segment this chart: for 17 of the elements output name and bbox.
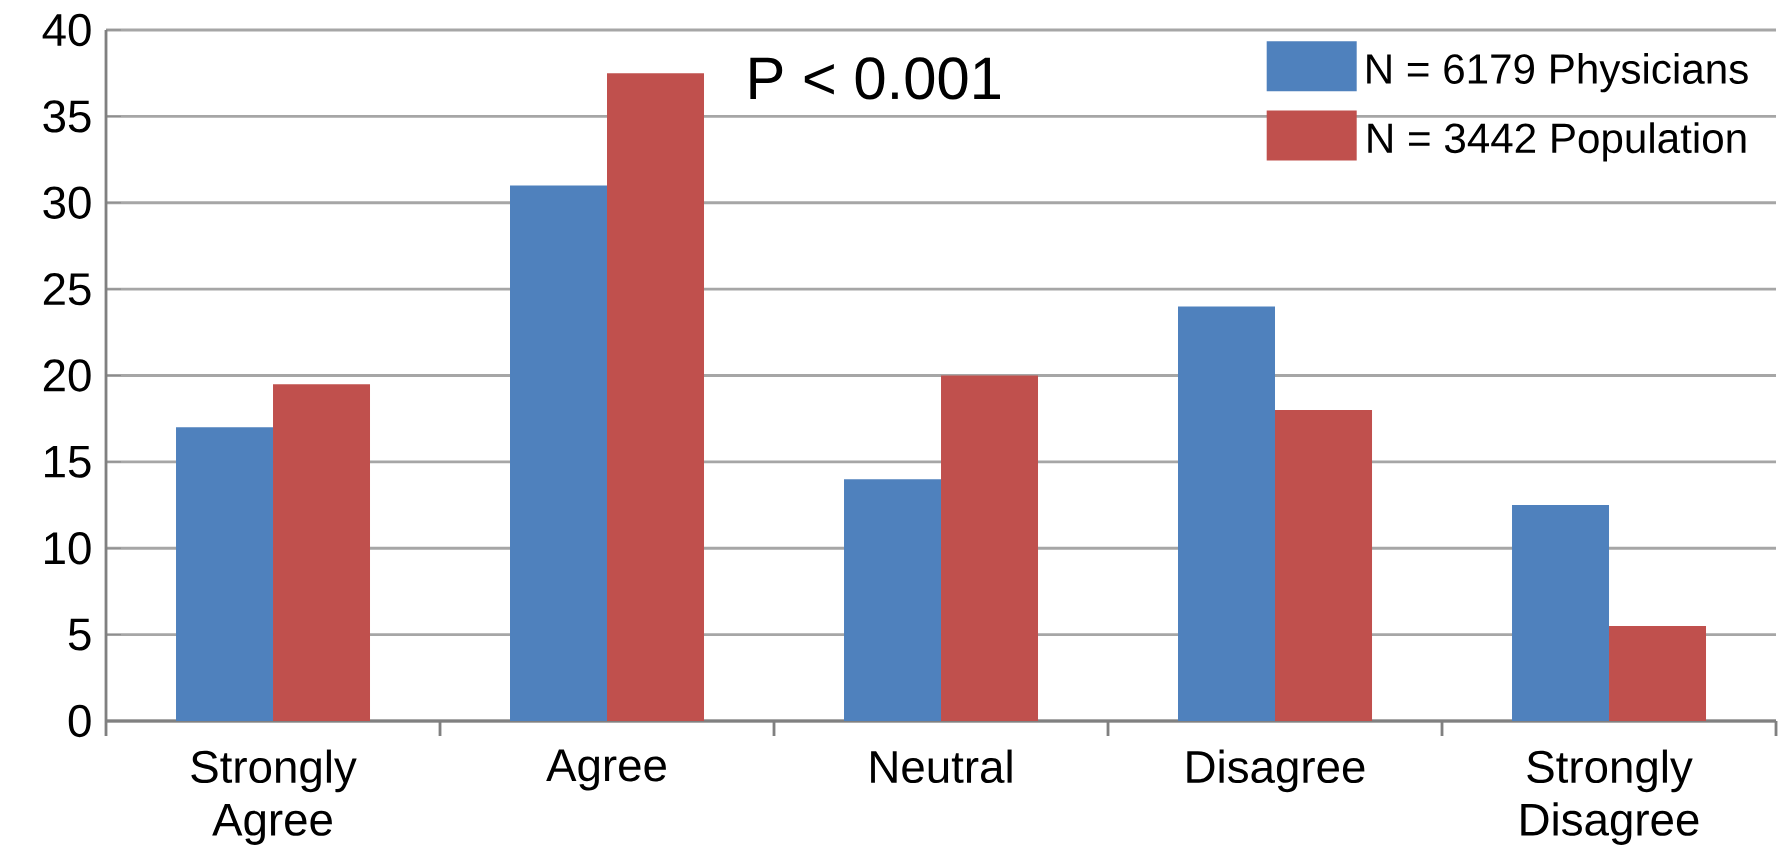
y-tick-label: 15 <box>45 445 91 478</box>
y-tick-label: 5 <box>68 618 91 651</box>
y-tick-label: 30 <box>43 186 91 219</box>
x-tick-label: Agree <box>546 749 666 791</box>
annotation: P < 0.001 <box>750 57 1000 100</box>
y-tick-label: 20 <box>43 359 91 392</box>
y-tick-label: 10 <box>45 532 91 565</box>
x-tick-label: Strongly Disagree <box>1521 749 1699 845</box>
x-tick-label: Neutral <box>871 749 1012 784</box>
legend-label: N = 3442 Population <box>1368 122 1746 162</box>
x-tick-label: Disagree <box>1187 749 1365 793</box>
y-tick-label: 25 <box>43 272 91 306</box>
y-tick-label: 0 <box>68 704 91 738</box>
legend-label: N = 6179 Physicians <box>1367 53 1748 93</box>
x-tick-label: Strongly Agree <box>191 749 357 845</box>
y-tick-label: 35 <box>43 100 91 133</box>
y-tick-label: 40 <box>42 13 91 47</box>
